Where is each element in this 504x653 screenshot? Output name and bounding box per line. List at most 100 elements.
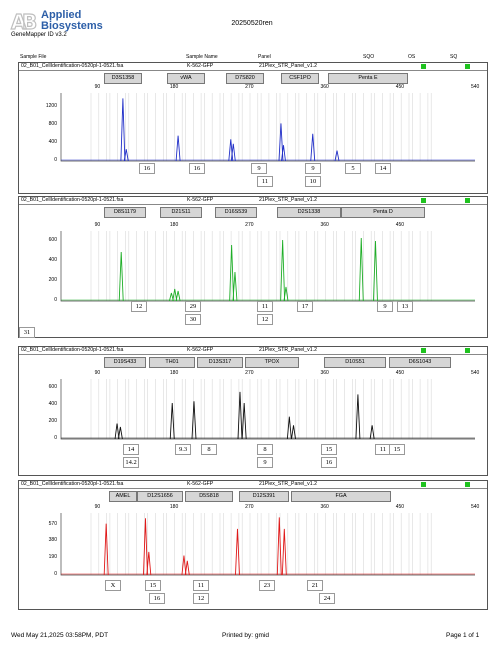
allele-call-label: 10 [305,176,321,187]
allele-call-label: 14 [123,444,139,455]
allele-peak [184,560,190,576]
qc-status-indicator [421,64,426,69]
ab-logo-icon: A B [10,9,37,33]
locus-label: D5S818 [185,491,233,502]
allele-call-label: 14 [375,163,391,174]
allele-call-label: 8 [201,444,217,455]
sample-name: K-562-GFP [187,347,214,353]
plot-axes [60,93,475,162]
y-axis-tick-label: 190 [48,554,57,561]
x-axis-tick-label: 360 [320,84,329,90]
locus-label: Penta E [328,73,408,84]
allele-peak [355,394,361,440]
allele-peak [169,402,175,440]
panel-name: 21Plex_STR_Panel_v1.2 [259,347,317,353]
sample-file: 02_B01_CellIdentification-0520pl-1-0521.… [21,197,124,203]
allele-peak [143,518,148,576]
x-axis-tick-label: 360 [320,504,329,510]
sample-name: K-562-GFP [187,481,214,487]
allele-call-label: 15 [389,444,405,455]
allele-call-label: 8 [257,444,273,455]
locus-label: Penta D [341,207,425,218]
allele-call-label: 12 [257,314,273,325]
allele-call-label: 24 [319,593,335,604]
allele-peak [235,528,240,576]
allele-peak [118,251,124,302]
locus-label: TH01 [149,357,195,368]
locus-label: D7S820 [226,73,264,84]
x-axis-tick-label: 180 [169,370,179,376]
allele-call-label: 31 [19,327,35,338]
locus-label: vWA [167,73,205,84]
allele-call-label: 16 [139,163,155,174]
allele-call-label: 11 [257,301,273,312]
allele-peak [114,423,120,440]
electropherogram-plot [60,379,475,440]
brand-line1: Applied [41,9,82,21]
x-axis-tick-label: 180 [169,222,179,228]
sample-panel: 02_B01_CellIdentification-0520pl-1-0521.… [18,196,488,338]
allele-peak [278,123,284,162]
allele-call-label: 12 [131,301,147,312]
panel-info-row: 02_B01_CellIdentification-0520pl-1-0521.… [19,63,487,71]
allele-call-label: 17 [297,301,313,312]
x-axis-tick-label: 450 [395,370,405,376]
locus-label: FGA [291,491,391,502]
locus-label: D19S433 [104,357,146,368]
plot-axes [60,231,475,302]
locus-label: D6S1043 [389,357,451,368]
locus-label: D10S51 [324,357,386,368]
panel-name: 21Plex_STR_Panel_v1.2 [259,481,317,487]
sample-file: 02_B01_CellIdentification-0520pl-1-0521.… [21,347,124,353]
locus-label: D13S317 [197,357,243,368]
sample-file: 02_B01_CellIdentification-0520pl-1-0521.… [21,63,124,69]
allele-peak [280,239,286,302]
allele-peak [232,271,238,302]
x-axis-tick-label: 450 [395,504,405,510]
panel-info-row: 02_B01_CellIdentification-0520pl-1-0521.… [19,197,487,205]
col-os: OS [408,54,416,60]
y-axis-tick-label: 600 [48,383,57,390]
locus-label: CSF1PO [281,73,319,84]
allele-peak [172,288,178,302]
allele-peak [175,290,181,302]
x-axis-tick-label: 450 [395,222,405,228]
allele-peak [241,402,247,440]
applied-biosystems-logo: A B Applied Biosystems [10,9,160,41]
allele-peak [168,292,174,302]
allele-call-label: 14.2 [123,457,139,468]
allele-call-label: 16 [189,163,205,174]
x-axis-tick-label: 90 [94,370,101,376]
locus-label: TPOX [245,357,299,368]
plot-axes [60,513,475,576]
y-axis-tick-label: 0 [54,157,57,163]
electropherogram-plot [60,231,475,302]
printed-by: Printed by: gmid [222,632,269,639]
locus-label: D8S1179 [104,207,146,218]
y-axis-tick-label: 400 [48,257,57,263]
col-sq: SQ [450,54,458,60]
allele-peak [146,551,152,576]
qc-status-indicator [421,198,426,203]
y-axis-tick-label: 570 [48,520,57,527]
allele-peak [369,425,375,440]
y-axis-tick-label: 200 [48,417,57,424]
y-axis-tick-label: 400 [48,400,57,407]
x-axis-tick-label: 90 [94,504,101,510]
locus-label: D3S1358 [104,73,142,84]
sample-panel: 02_B01_CellIdentification-0520pl-1-0521.… [18,480,488,610]
qc-status-indicator [465,198,470,203]
y-axis-tick-label: 800 [48,120,57,127]
allele-peak [237,391,243,440]
allele-peak [281,528,287,576]
x-axis-tick-label: 540 [471,84,480,90]
panel-name: 21Plex_STR_Panel_v1.2 [259,197,317,203]
svg-text:B: B [22,10,37,33]
allele-peak [358,237,364,302]
allele-call-label: 9 [305,163,321,174]
y-axis-tick-label: 200 [48,277,57,283]
allele-peak [230,143,236,162]
svg-text:A: A [11,10,27,33]
y-axis-tick-label: 400 [48,138,57,145]
allele-call-label: 11 [257,176,273,187]
